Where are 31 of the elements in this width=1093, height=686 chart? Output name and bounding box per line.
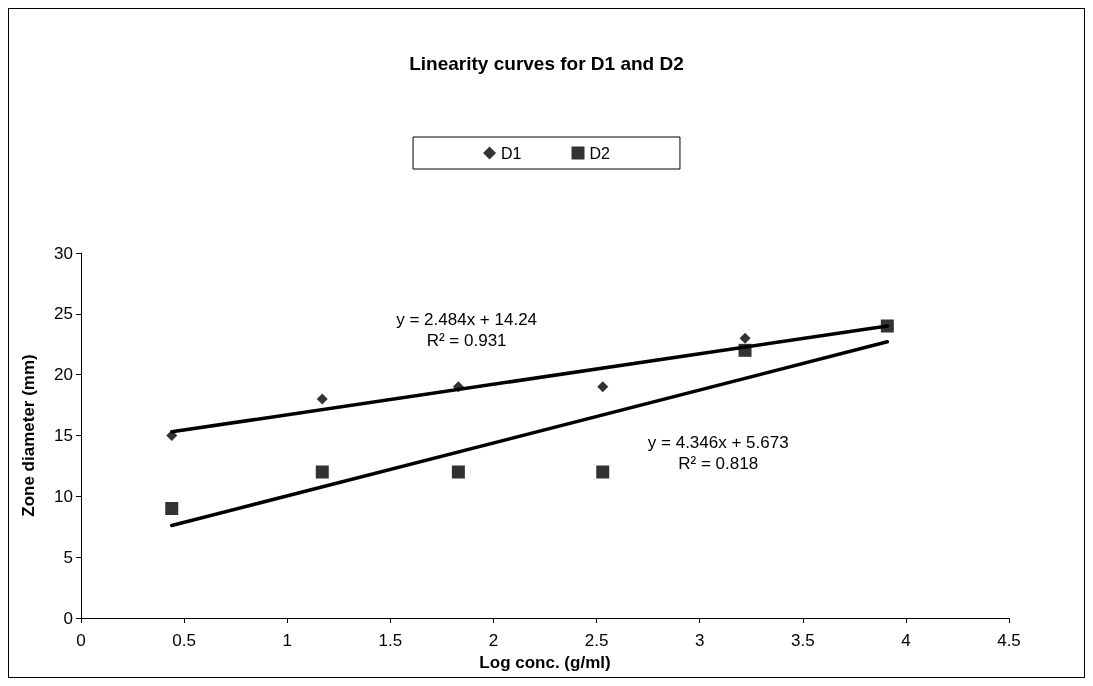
y-tick-label: 25 [54, 304, 73, 324]
point [316, 393, 328, 405]
point [315, 465, 329, 479]
point [596, 465, 610, 479]
y-axis-title: Zone diameter (mm) [19, 354, 38, 517]
x-tick-label: 0.5 [172, 631, 196, 650]
y-tick-label: 15 [54, 426, 73, 445]
x-tick-label: 1 [282, 631, 292, 650]
x-axis-title: Log conc. (g/ml) [479, 652, 611, 672]
y-tick-label: 0 [63, 608, 73, 628]
x-tick-label: 4 [901, 631, 911, 650]
point [451, 465, 465, 479]
x-tick-label: 2 [488, 631, 499, 650]
chart-title: Linearity curves for D1 and D2 [409, 53, 684, 74]
legend-label: D2 [589, 144, 611, 162]
y-tick-label: 10 [54, 486, 73, 506]
y-tick-label: 5 [63, 547, 73, 567]
x-tick-label: 3.5 [790, 631, 815, 650]
x-tick-label: 1.5 [378, 631, 403, 650]
point [597, 381, 609, 393]
point [739, 332, 751, 344]
x-tick-label: 2.5 [584, 631, 609, 650]
annotation: y = 2.484x + 14.24 R² = 0.931 [396, 309, 538, 350]
legend-label: D1 [501, 144, 522, 162]
point [165, 502, 179, 515]
y-tick-label: 30 [54, 243, 73, 263]
x-tick-label: 3 [694, 631, 705, 650]
x-tick-label: 4.5 [997, 631, 1021, 650]
y-tick-label: 20 [54, 365, 73, 385]
x-tick-label: 0 [76, 631, 86, 650]
annotation: y = 4.346x + 5.673 R² = 0.818 [647, 432, 789, 473]
